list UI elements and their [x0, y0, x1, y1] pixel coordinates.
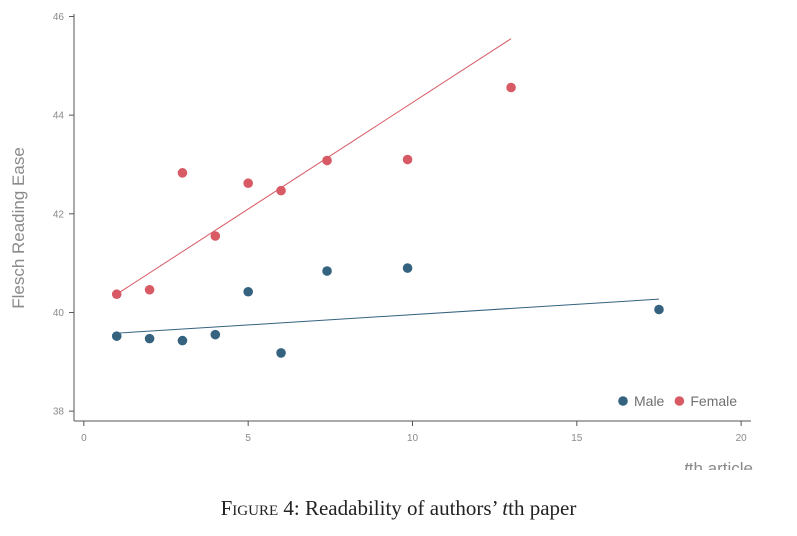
x-tick-label: 10 [407, 433, 419, 444]
scatter-chart: 38 40 42 44 46 0 5 10 15 20 Male Female Flesch Rea… [9, 12, 753, 470]
y-tick-label: 38 [53, 407, 65, 418]
legend-male-marker [618, 396, 628, 406]
female-point [144, 284, 155, 295]
data-points [111, 82, 664, 358]
legend-male-label: Male [634, 393, 665, 409]
x-axis-label-rest: th article [689, 459, 753, 470]
trend-lines [116, 38, 660, 334]
y-axis-label: Flesch Reading Ease [9, 147, 28, 309]
x-axis-label: tth article [684, 459, 753, 470]
legend-female-label: Female [690, 393, 737, 409]
y-tick-label: 40 [53, 308, 65, 319]
female-point [276, 185, 286, 196]
figure-caption-text-after: th paper [508, 496, 577, 520]
male-point [243, 286, 253, 297]
y-tick-label: 44 [53, 111, 65, 122]
figure-caption-text-before: : Readability of authors’ [293, 496, 503, 520]
female-trend-line [116, 38, 512, 295]
female-point [243, 178, 253, 189]
female-point [111, 289, 122, 300]
figure-caption-italic: t [502, 496, 509, 520]
x-tick-label: 20 [736, 433, 748, 444]
y-tick-label: 42 [53, 209, 65, 220]
legend: Male Female [618, 393, 737, 409]
female-point [210, 231, 221, 241]
legend-female-marker [674, 396, 685, 406]
male-point [210, 329, 221, 340]
x-tick-label: 15 [571, 433, 583, 444]
male-point [177, 335, 188, 346]
x-tick-label: 5 [245, 433, 251, 444]
y-tick-label: 46 [53, 12, 65, 23]
male-trend-line [116, 298, 660, 334]
x-tick-label: 0 [81, 433, 87, 444]
female-point [402, 154, 413, 165]
x-axis-label-italic: t [684, 459, 690, 470]
male-point [322, 266, 332, 276]
male-point [111, 331, 122, 341]
female-point [322, 155, 332, 166]
figure-caption-label: Figure 4 [220, 496, 294, 520]
male-point [402, 263, 413, 273]
female-point [506, 82, 516, 93]
figure-caption: Figure 4: Readability of authors’ tth pa… [0, 496, 797, 521]
male-point [144, 333, 155, 344]
axes: 38 40 42 44 46 0 5 10 15 20 [53, 12, 751, 444]
male-point [276, 348, 286, 358]
male-point [654, 304, 664, 315]
female-point [177, 168, 188, 178]
